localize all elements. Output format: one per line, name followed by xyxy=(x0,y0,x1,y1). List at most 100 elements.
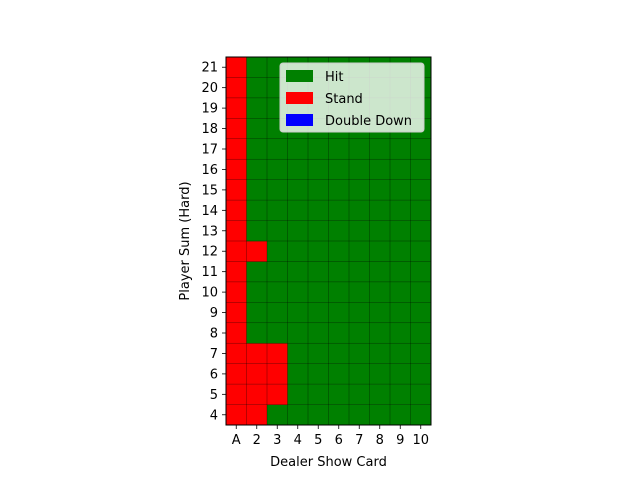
cell-10-2 xyxy=(246,281,268,303)
legend: Hit Stand Double Down xyxy=(279,62,425,133)
cell-12-7 xyxy=(349,241,370,262)
cell-4-A xyxy=(226,404,247,426)
cell-16-4 xyxy=(287,159,309,180)
y-tick-label: 10 xyxy=(201,286,218,301)
y-tick-label: 13 xyxy=(201,224,218,239)
cell-16-7 xyxy=(349,159,370,180)
cell-12-3 xyxy=(267,241,288,262)
x-tick-label: 5 xyxy=(314,433,322,448)
cell-9-3 xyxy=(267,302,288,324)
cell-19-A xyxy=(226,97,247,119)
cell-11-10 xyxy=(410,261,432,283)
x-tick-label: 2 xyxy=(253,433,261,448)
y-tick-label: 16 xyxy=(201,163,218,178)
cell-11-2 xyxy=(246,261,268,283)
cell-15-10 xyxy=(410,179,432,201)
cell-8-8 xyxy=(369,322,391,344)
cell-6-A xyxy=(226,363,247,385)
cell-10-3 xyxy=(267,281,288,303)
y-tick-label: 20 xyxy=(201,81,218,96)
y-tick-label: 18 xyxy=(201,122,218,137)
cell-13-A xyxy=(226,220,247,242)
cell-14-A xyxy=(226,200,247,221)
cell-16-6 xyxy=(328,159,350,180)
cell-9-7 xyxy=(349,302,370,324)
cell-13-9 xyxy=(390,220,411,242)
cell-10-5 xyxy=(308,281,329,303)
cell-6-2 xyxy=(246,363,268,385)
cell-6-5 xyxy=(308,363,329,385)
cell-12-5 xyxy=(308,241,329,262)
cell-9-4 xyxy=(287,302,309,324)
cell-11-7 xyxy=(349,261,370,283)
cell-14-3 xyxy=(267,200,288,221)
cell-16-2 xyxy=(246,159,268,180)
cell-17-A xyxy=(226,138,247,160)
cell-7-5 xyxy=(308,343,329,364)
cell-8-4 xyxy=(287,322,309,344)
cell-7-2 xyxy=(246,343,268,364)
y-axis-label: Player Sum (Hard) xyxy=(178,181,193,300)
cell-15-A xyxy=(226,179,247,201)
cell-4-9 xyxy=(390,404,411,426)
cell-10-7 xyxy=(349,281,370,303)
y-tick-label: 14 xyxy=(201,204,218,219)
cell-15-2 xyxy=(246,179,268,201)
cell-11-9 xyxy=(390,261,411,283)
cell-20-A xyxy=(226,77,247,99)
x-axis-ticks: A 2 3 4 5 6 7 8 9 10 xyxy=(232,425,429,448)
cell-5-10 xyxy=(410,384,432,405)
cell-21-2 xyxy=(246,57,268,78)
cell-17-4 xyxy=(287,138,309,160)
cell-11-4 xyxy=(287,261,309,283)
cell-7-A xyxy=(226,343,247,364)
cell-10-A xyxy=(226,281,247,303)
cell-13-6 xyxy=(328,220,350,242)
cell-7-10 xyxy=(410,343,432,364)
cell-4-8 xyxy=(369,404,391,426)
cell-17-10 xyxy=(410,138,432,160)
cell-6-10 xyxy=(410,363,432,385)
plot-frame xyxy=(225,56,432,426)
cell-14-7 xyxy=(349,200,370,221)
cell-9-6 xyxy=(328,302,350,324)
cell-13-2 xyxy=(246,220,268,242)
cell-13-3 xyxy=(267,220,288,242)
cell-4-4 xyxy=(287,404,309,426)
cell-5-2 xyxy=(246,384,268,405)
cell-8-3 xyxy=(267,322,288,344)
cell-14-4 xyxy=(287,200,309,221)
cell-14-6 xyxy=(328,200,350,221)
cell-5-8 xyxy=(369,384,391,405)
cell-8-5 xyxy=(308,322,329,344)
cell-18-A xyxy=(226,118,247,140)
cell-10-9 xyxy=(390,281,411,303)
cell-9-9 xyxy=(390,302,411,324)
cell-10-4 xyxy=(287,281,309,303)
cell-5-7 xyxy=(349,384,370,405)
cell-10-8 xyxy=(369,281,391,303)
cell-4-10 xyxy=(410,404,432,426)
cell-8-2 xyxy=(246,322,268,344)
cell-15-5 xyxy=(308,179,329,201)
cell-8-7 xyxy=(349,322,370,344)
y-tick-label: 6 xyxy=(210,367,218,382)
cell-12-9 xyxy=(390,241,411,262)
cell-11-6 xyxy=(328,261,350,283)
cell-10-10 xyxy=(410,281,432,303)
cell-14-9 xyxy=(390,200,411,221)
cell-4-3 xyxy=(267,404,288,426)
cell-16-5 xyxy=(308,159,329,180)
y-axis-ticks: 4 5 6 7 8 9 10 11 12 13 14 15 16 17 18 19 20 21 xyxy=(201,61,226,423)
cell-14-10 xyxy=(410,200,432,221)
cell-15-8 xyxy=(369,179,391,201)
legend-label: Double Down xyxy=(325,114,412,129)
cell-15-6 xyxy=(328,179,350,201)
cell-4-5 xyxy=(308,404,329,426)
cell-4-2 xyxy=(246,404,268,426)
cell-10-6 xyxy=(328,281,350,303)
cell-5-A xyxy=(226,384,247,405)
cell-17-9 xyxy=(390,138,411,160)
